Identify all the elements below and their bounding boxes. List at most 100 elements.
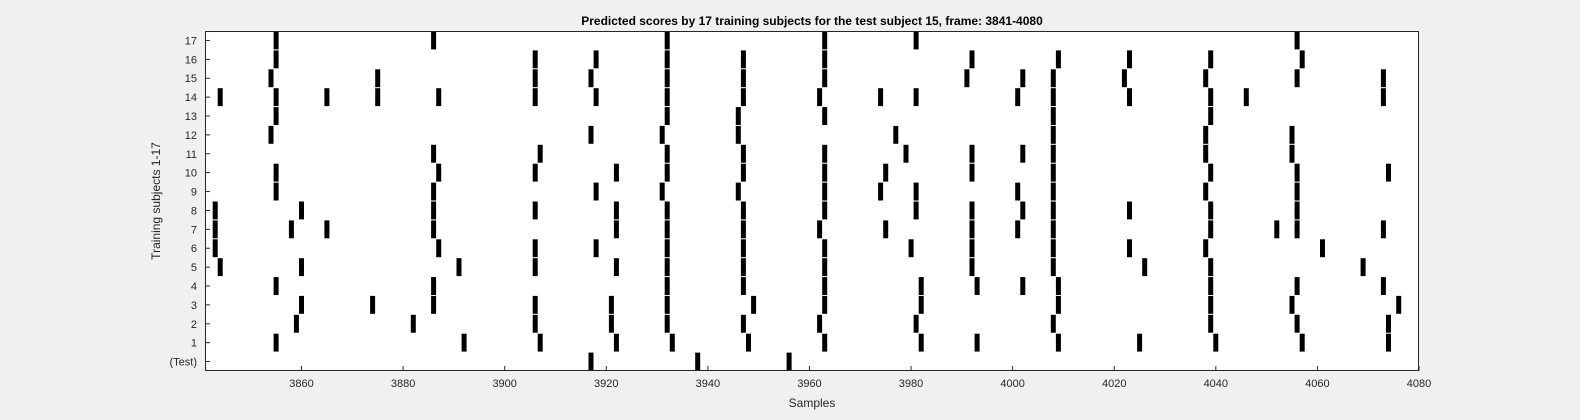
raster-mark [918,277,924,295]
y-axis-label: Training subjects 1-17 [149,142,163,260]
raster-mark [1243,88,1249,107]
raster-mark [1294,201,1300,220]
raster-mark [1020,201,1026,220]
raster-mark [969,220,975,239]
raster-mark [299,201,304,220]
raster-mark [822,31,828,50]
raster-mark [1208,277,1214,295]
raster-mark [740,144,746,163]
raster-mark [1289,144,1295,163]
raster-mark [1020,69,1026,88]
raster-mark [695,352,701,371]
y-tick-label: 2 [191,319,197,331]
raster-mark [431,31,437,50]
raster-mark [822,333,828,352]
raster-mark [822,69,828,88]
raster-mark [740,220,746,239]
raster-mark [669,333,675,352]
raster-mark [1208,163,1214,182]
raster-mark [1203,182,1209,201]
raster-mark [1203,239,1209,258]
raster-mark [212,201,218,220]
raster-mark [1020,144,1026,163]
raster-mark [918,333,924,352]
raster-mark [1050,107,1056,125]
raster-mark [974,277,980,295]
raster-mark [1050,125,1056,144]
raster-mark [740,277,746,295]
raster-mark [918,295,924,314]
raster-mark [664,201,670,220]
raster-mark [664,295,670,314]
raster-mark [1055,50,1061,69]
raster-mark [436,239,442,258]
raster-mark [431,220,437,239]
raster-mark [740,163,746,182]
x-tick-label: 4080 [1407,378,1431,390]
raster-mark [1055,277,1061,295]
raster-mark [1208,88,1214,107]
raster-mark [1299,50,1305,69]
raster-mark [273,88,279,107]
x-tick-label: 4000 [1000,378,1024,390]
raster-mark [299,295,304,314]
raster-mark [878,88,884,107]
raster-mark [735,107,741,125]
raster-mark [217,88,223,107]
raster-mark [878,182,884,201]
raster-mark [1050,314,1056,333]
plot-frame [205,31,1419,371]
raster-mark [532,50,538,69]
raster-mark [664,277,670,295]
y-tick-label: 6 [191,243,197,255]
raster-mark [817,314,823,333]
raster-mark [969,50,975,69]
y-tick-label: 1 [191,338,197,350]
raster-mark [1015,182,1021,201]
raster-mark [1050,88,1056,107]
raster-mark [786,352,792,371]
raster-mark [969,144,975,163]
raster-mark [822,50,828,69]
raster-mark [1015,220,1021,239]
raster-mark [822,277,828,295]
raster-mark [740,258,746,277]
raster-mark [964,69,970,88]
raster-mark [375,88,381,107]
raster-mark [1127,201,1132,220]
y-tick-label: 8 [191,205,197,217]
raster-mark [969,258,975,277]
raster-mark [1380,220,1386,239]
raster-mark [1213,333,1219,352]
raster-mark [1294,182,1300,201]
raster-mark [593,239,599,258]
raster-mark [1050,182,1056,201]
raster-mark [735,125,741,144]
raster-mark [588,69,594,88]
raster-marks [212,31,1402,371]
raster-mark [532,163,538,182]
raster-mark [1386,314,1391,333]
raster-mark [299,258,304,277]
raster-mark [883,163,889,182]
raster-mark [1208,220,1214,239]
raster-mark [1050,258,1056,277]
raster-mark [913,201,919,220]
raster-mark [410,314,416,333]
y-tick-label: 3 [191,300,197,312]
raster-mark [751,295,757,314]
raster-mark [1360,258,1366,277]
raster-mark [212,220,218,239]
raster-mark [273,163,279,182]
raster-mark [212,239,218,258]
raster-mark [969,201,975,220]
raster-mark [822,163,828,182]
raster-mark [1294,69,1300,88]
y-tick-label: 16 [185,54,197,66]
raster-mark [1294,163,1300,182]
raster-mark [1137,333,1143,352]
y-tick-label: 4 [191,281,197,293]
raster-mark [1203,69,1209,88]
raster-mark [273,107,279,125]
